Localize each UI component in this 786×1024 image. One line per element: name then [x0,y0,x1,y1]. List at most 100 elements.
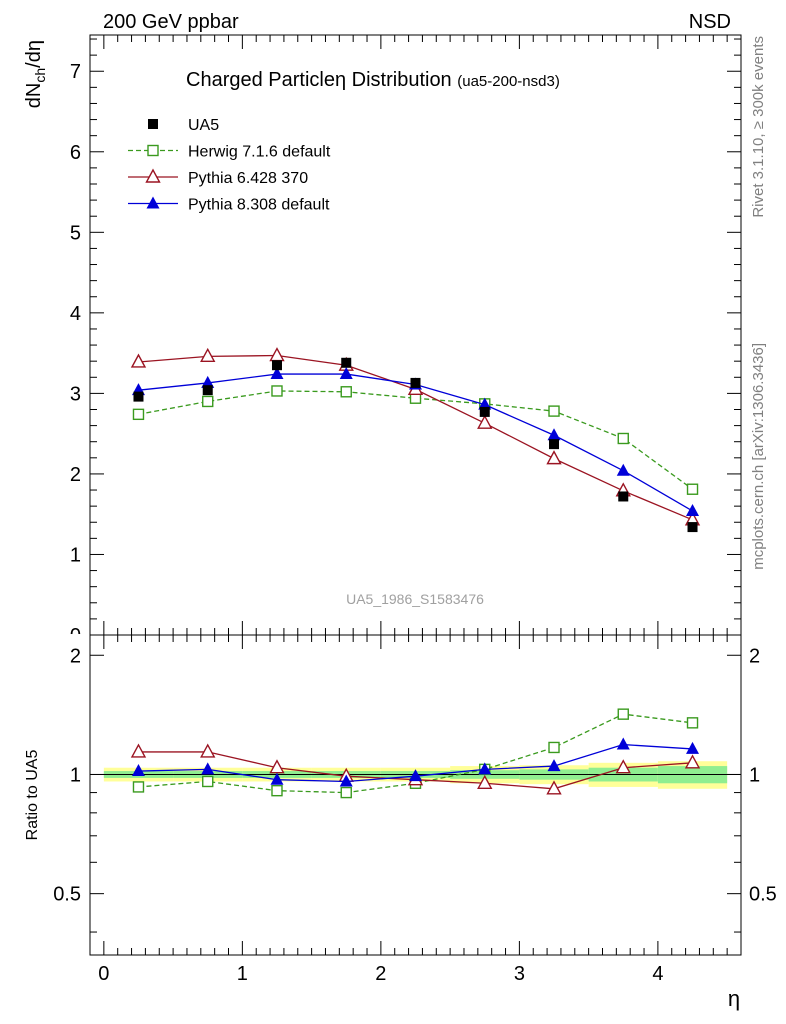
main-panel: 1 2 3 4 5 6 7 0 Charged Particleη Distribution … [23,34,742,647]
ratio-y-tick-label-right: 0.5 [749,884,777,906]
x-tick-label: 0 [98,963,109,985]
data-point [131,764,145,777]
ylabel-part: /dη [23,40,45,68]
rivet-label: Rivet 3.1.10, ≥ 300k events [750,36,767,218]
x-tick-label: 1 [237,963,248,985]
legend-entry: UA5 [148,117,219,134]
ratio-frame [89,634,742,956]
series-pythia-6-428-370 [130,347,701,526]
data-point [547,428,561,441]
legend-entry: Herwig 7.1.6 default [128,144,331,161]
data-point [147,144,159,157]
y-tick-label: 3 [70,383,81,405]
data-point [271,784,283,797]
series-pythia-8-308-default [131,367,700,516]
header-left: 200 GeV ppbar [103,11,239,33]
ylabel-subscript: ch [32,68,48,83]
data-point [271,360,282,371]
data-point [133,391,144,402]
data-point [686,741,700,754]
main-title: Charged Particleη Distribution (ua5-200-… [186,69,560,91]
x-tick-label: 4 [652,963,663,985]
y-tick-label: 4 [70,303,81,325]
data-point [684,754,701,769]
data-point [617,432,629,445]
main-title-text: Charged Particleη Distribution [186,69,452,91]
data-point [409,769,422,782]
data-point [148,119,158,129]
main-watermark: UA5_1986_S1583476 [346,591,484,607]
data-point [477,774,493,789]
data-point [686,503,700,516]
data-point [340,786,352,799]
legend-label: Pythia 8.308 default [188,197,330,214]
data-point [271,385,283,397]
data-point [201,375,215,388]
data-point [547,759,561,772]
mcplots-label: mcplots.cern.ch [arXiv:1306.3436] [750,343,767,570]
data-point [410,377,421,388]
y-tick-label: 1 [70,544,81,566]
legend-label: Herwig 7.1.6 default [188,144,331,161]
y-tick-label: 2 [70,464,81,486]
series-herwig-7-1-6-default [132,385,699,495]
data-point [549,439,560,450]
y-tick-label: 6 [70,142,81,164]
data-point [339,367,353,380]
y-tick-label-zero: 0 [70,625,81,647]
series-ua5 [133,357,698,533]
series-line [138,390,693,490]
data-point [341,357,352,368]
data-point [270,367,284,380]
data-point [477,414,493,429]
data-point [146,196,160,209]
data-point [618,491,629,502]
x-axis-label: η [728,986,740,1011]
x-tick-label: 3 [514,963,525,985]
data-point [478,397,492,410]
data-point [546,450,562,465]
data-point [201,762,215,775]
ratio-y-tick-label-left: 2 [70,645,81,667]
data-point [200,347,216,363]
data-point [340,386,352,398]
data-point [269,347,285,362]
y-tick-label: 7 [70,61,81,83]
data-point [686,717,699,729]
legend-entry: Pythia 6.428 370 [128,168,308,187]
ylabel-part: dN [23,83,45,109]
data-point [132,781,145,793]
header-right: NSD [689,11,731,33]
series-pythia-8-308-default [131,737,700,787]
main-title-sub: (ua5-200-nsd3) [457,73,560,90]
legend: UA5 Herwig 7.1.6 default Pythia 6.428 370 P… [128,117,331,214]
data-point [686,483,699,495]
legend-entry: Pythia 8.308 default [128,196,330,214]
data-point [132,408,145,421]
y-tick-label: 5 [70,222,81,244]
ratio-panel: 0 1 2 3 4 0.5 0.5 1 1 2 2 Ratio to UA5 η [24,634,777,1011]
data-point [617,708,629,720]
ratio-ylabel: Ratio to UA5 [24,750,41,841]
data-point [202,395,214,408]
data-point [546,780,562,795]
data-point [548,741,560,754]
ratio-y-tick-label-right: 2 [749,645,760,667]
data-point [130,353,147,368]
data-point [339,774,353,787]
ratio-y-tick-label-left: 1 [70,764,81,786]
x-tick-label: 2 [375,963,386,985]
legend-label: UA5 [188,117,219,134]
data-point [145,168,161,183]
main-ylabel: dNch/dη [23,40,48,108]
data-point [130,743,147,758]
data-point [616,463,630,476]
series-line [138,713,693,794]
data-point [615,759,631,774]
ratio-y-tick-label-right: 1 [749,764,760,786]
data-point [200,743,216,758]
data-point [202,775,214,788]
data-point [548,405,560,417]
data-point [479,406,490,417]
